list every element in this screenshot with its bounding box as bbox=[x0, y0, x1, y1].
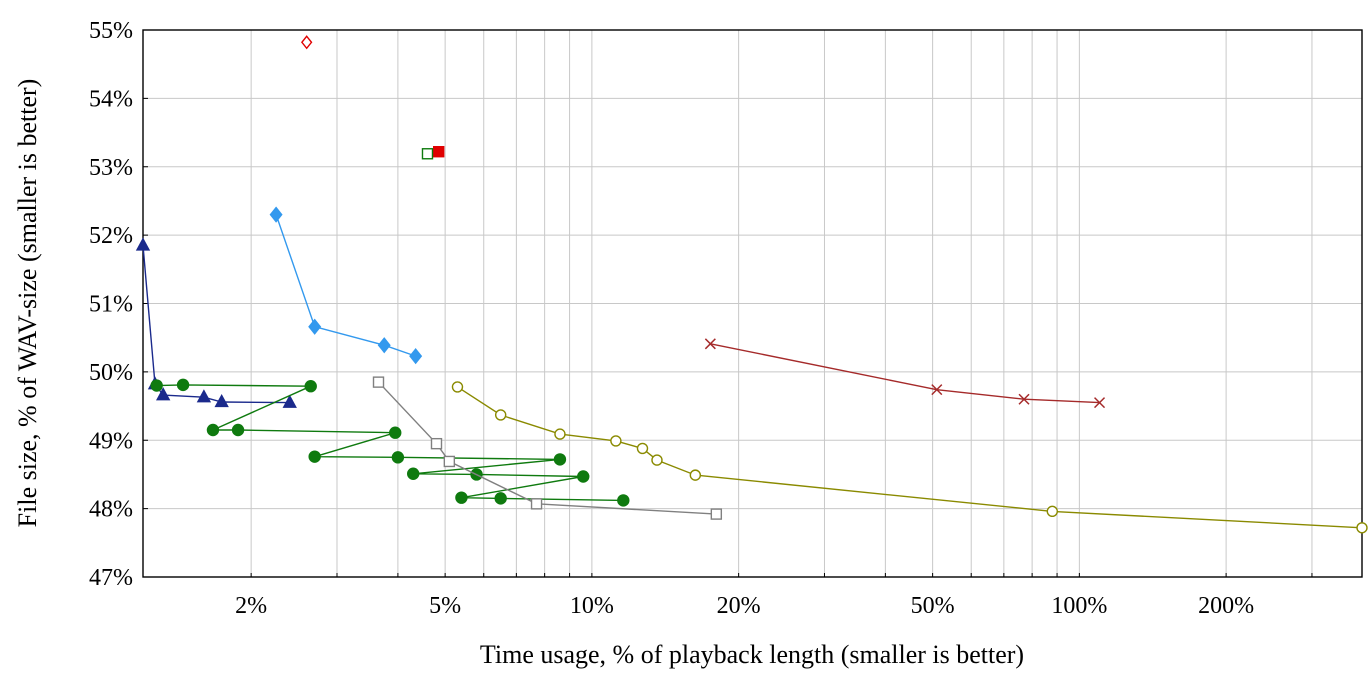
y-tick-label: 48% bbox=[89, 497, 133, 523]
data-point bbox=[196, 389, 212, 403]
data-series bbox=[135, 35, 1368, 534]
series-group bbox=[372, 376, 723, 520]
cross-stroke bbox=[1094, 397, 1106, 409]
data-point bbox=[931, 384, 943, 396]
data-point bbox=[704, 338, 716, 350]
series-group bbox=[432, 146, 445, 158]
data-point bbox=[455, 491, 468, 504]
data-point bbox=[443, 455, 456, 468]
series-group bbox=[269, 206, 423, 365]
data-point bbox=[689, 469, 702, 481]
y-tick-label: 55% bbox=[89, 18, 133, 44]
data-point bbox=[494, 409, 507, 421]
x-tick-label: 5% bbox=[429, 593, 461, 619]
data-point bbox=[554, 428, 566, 440]
grid bbox=[143, 30, 1362, 577]
data-point bbox=[135, 237, 151, 251]
series-group bbox=[704, 338, 1106, 409]
data-point bbox=[300, 35, 313, 50]
y-tick-label: 51% bbox=[89, 292, 133, 318]
data-point bbox=[409, 348, 423, 365]
data-point bbox=[214, 393, 229, 408]
y-axis-title: File size, % of WAV-size (smaller is bet… bbox=[13, 79, 42, 528]
x-tick-label: 200% bbox=[1198, 593, 1254, 619]
x-tick-label: 20% bbox=[717, 593, 761, 619]
data-point bbox=[451, 381, 464, 393]
series-line bbox=[142, 245, 290, 404]
x-tick-label: 50% bbox=[911, 593, 955, 619]
data-point bbox=[432, 146, 445, 158]
series-line bbox=[710, 343, 1100, 404]
data-point bbox=[636, 442, 649, 455]
series-group bbox=[300, 35, 313, 50]
y-tick-label: 53% bbox=[89, 155, 133, 181]
data-point bbox=[421, 148, 434, 160]
data-point bbox=[610, 435, 622, 447]
data-point bbox=[206, 423, 220, 437]
y-tick-label: 50% bbox=[89, 360, 133, 386]
data-point bbox=[407, 467, 420, 480]
data-point bbox=[1356, 522, 1368, 534]
series-line bbox=[275, 214, 416, 357]
series-group bbox=[451, 381, 1368, 534]
data-point bbox=[308, 450, 321, 463]
data-point bbox=[231, 423, 245, 437]
data-point bbox=[530, 498, 543, 510]
y-tick-label: 47% bbox=[89, 565, 133, 591]
tick-labels: 47% 48% 49% 50% 51% 52% 53% 54% 55% 2% 5% 10% 20% 50%… bbox=[89, 18, 1254, 619]
x-tick-label: 100% bbox=[1051, 593, 1107, 619]
data-point bbox=[617, 494, 630, 507]
y-tick-label: 52% bbox=[89, 223, 133, 249]
axis-ticks bbox=[143, 29, 1313, 578]
data-point bbox=[1094, 397, 1106, 409]
data-point bbox=[377, 337, 391, 354]
data-point bbox=[1018, 393, 1030, 405]
data-point bbox=[176, 378, 190, 392]
data-point bbox=[430, 437, 443, 450]
data-point bbox=[710, 508, 723, 520]
data-point bbox=[389, 426, 402, 439]
x-tick-label: 2% bbox=[235, 593, 267, 619]
series-line bbox=[377, 381, 717, 515]
series-group bbox=[421, 148, 434, 160]
cross-stroke bbox=[1018, 393, 1030, 405]
data-point bbox=[150, 379, 163, 392]
x-axis-title: Time usage, % of playback length (smalle… bbox=[480, 640, 1024, 669]
data-point bbox=[282, 394, 297, 408]
data-point bbox=[391, 451, 405, 464]
data-point bbox=[304, 380, 317, 393]
data-point bbox=[308, 318, 322, 335]
x-tick-label: 10% bbox=[570, 593, 614, 619]
cross-stroke bbox=[704, 338, 716, 350]
data-point bbox=[553, 453, 567, 466]
cross-stroke bbox=[931, 384, 943, 396]
y-tick-label: 49% bbox=[89, 428, 133, 454]
data-point bbox=[269, 206, 283, 223]
data-point bbox=[372, 376, 385, 388]
data-point bbox=[494, 492, 507, 505]
data-point bbox=[1046, 505, 1059, 518]
series-group bbox=[150, 378, 630, 507]
y-tick-label: 54% bbox=[89, 86, 133, 112]
data-point bbox=[155, 387, 171, 401]
data-point bbox=[651, 454, 663, 466]
data-point bbox=[577, 470, 590, 483]
